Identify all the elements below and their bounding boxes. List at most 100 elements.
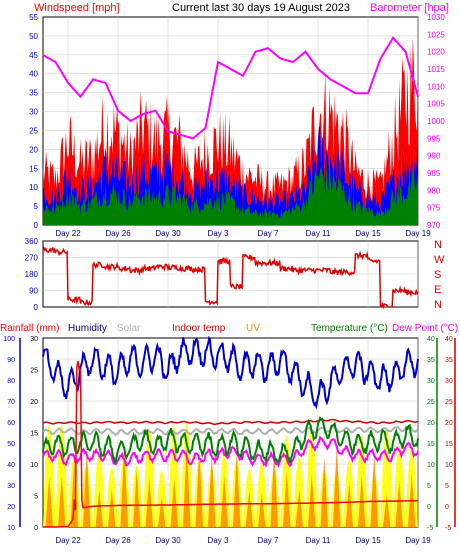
temp-legend: Rainfall (mm) Humidity Solar Indoor temp UV T…	[0, 323, 458, 334]
temp-y-tick-label: 35	[427, 357, 435, 364]
temp-y-tick-label: 25	[427, 399, 435, 406]
barometer-y-tick-label: 1000	[427, 117, 445, 126]
wind-y-tick-label: 25	[29, 126, 38, 135]
temp-y-tick-label: -5	[427, 525, 433, 532]
uv-daily-area	[295, 489, 303, 527]
temp-y-tick-label: 20	[427, 420, 435, 427]
temp-series	[42, 335, 419, 528]
uv-daily-area	[320, 456, 328, 527]
uv-daily-area	[345, 482, 353, 527]
dew-y-tick-label: 30	[445, 378, 453, 385]
uv-daily-area	[45, 476, 53, 527]
uv-daily-area	[220, 474, 228, 527]
temp-y-ticks: 102030405060708090100051015202530-505101…	[3, 336, 456, 532]
dew-y-tick-label: 15	[445, 441, 453, 448]
wind-y-tick-label: 10	[29, 183, 38, 192]
humidity-line	[42, 335, 419, 410]
direction-series	[42, 246, 419, 310]
humidity-y-tick-label: 60	[7, 420, 15, 427]
uv-daily-area	[245, 490, 253, 527]
barometer-y-tick-label: 1030	[427, 13, 445, 22]
wind-series	[42, 36, 419, 225]
uv-daily-area	[270, 446, 278, 527]
barometer-y-tick-label: 1020	[427, 48, 445, 57]
compass-label: W	[434, 254, 445, 266]
legend-item: UV	[246, 323, 260, 334]
wind-x-tick-label: Day 26	[105, 229, 131, 238]
wind-x-tick-label: Day 3	[208, 229, 229, 238]
wind-y-tick-label: 0	[34, 221, 39, 230]
direction-line	[42, 246, 419, 310]
temp-x-tick-label: Day 15	[355, 536, 381, 545]
barometer-y-tick-label: 985	[427, 169, 441, 178]
uv-daily-area	[195, 448, 203, 527]
barometer-y-tick-label: 1010	[427, 82, 445, 91]
dew-y-tick-label: 40	[445, 336, 453, 343]
temp-x-tick-label: Day 19	[405, 536, 431, 545]
uv-daily-area	[183, 444, 191, 527]
solar-line	[42, 425, 419, 437]
uv-daily-area	[145, 477, 153, 527]
barometer-y-tick-label: 1025	[427, 30, 445, 39]
uv-daily-area	[333, 444, 341, 527]
rain-y-tick-label: 5	[34, 494, 38, 501]
humidity-y-tick-label: 50	[7, 441, 15, 448]
barometer-y-tick-label: 980	[427, 186, 441, 195]
barometer-y-tick-label: 1005	[427, 100, 445, 109]
legend-item: Dew Point (°C)	[392, 323, 458, 334]
indoor-temp-line	[42, 418, 419, 426]
solar-daily-area	[43, 424, 56, 527]
temp-y-tick-label: 40	[427, 336, 435, 343]
rain-y-tick-label: 20	[30, 399, 38, 406]
humidity-y-tick-label: 80	[7, 378, 15, 385]
temp-x-tick-label: Day 11	[306, 536, 331, 545]
dew-y-tick-label: -5	[445, 525, 451, 532]
temp-x-tick-label: Day 22	[55, 536, 81, 545]
wind-y-tick-label: 30	[29, 108, 38, 117]
humidity-y-tick-label: 10	[7, 525, 15, 532]
uv-daily-area	[308, 474, 316, 527]
humidity-y-tick-label: 40	[7, 462, 15, 469]
rain-y-tick-label: 15	[30, 431, 38, 438]
wind-x-tick-label: Day 15	[355, 229, 381, 238]
wind-y-tick-label: 45	[29, 51, 38, 60]
humidity-y-tick-label: 100	[3, 336, 15, 343]
uv-daily-area	[133, 470, 141, 527]
uv-daily-area	[283, 471, 291, 527]
rain-y-tick-label: 30	[30, 336, 38, 343]
temp-y-tick-label: 0	[427, 504, 431, 511]
temp-x-tick-label: Day 26	[105, 536, 131, 545]
uv-daily-area	[370, 452, 378, 527]
rain-y-tick-label: 0	[34, 525, 38, 532]
direction-y-tick-label: 270	[25, 254, 39, 263]
low-wind-area	[43, 160, 418, 225]
wind-x-tick-label: Day 11	[306, 229, 331, 238]
humidity-y-tick-label: 70	[7, 399, 15, 406]
compass-label: E	[434, 284, 441, 296]
temperature-line	[42, 415, 419, 465]
barometer-y-tick-label: 990	[427, 152, 441, 161]
humidity-y-tick-label: 20	[7, 504, 15, 511]
humidity-y-tick-label: 30	[7, 483, 15, 490]
barometer-y-tick-label: 970	[427, 221, 441, 230]
dew-y-tick-label: 5	[445, 483, 449, 490]
temp-x-tick-label: Day 30	[155, 536, 181, 545]
legend-item: Temperature (°C)	[311, 323, 388, 334]
dew-y-tick-label: 0	[445, 504, 449, 511]
solar-daily-area	[93, 453, 106, 527]
legend-item: Rainfall (mm)	[0, 323, 59, 334]
wind-y-tick-label: 50	[29, 32, 38, 41]
wind-x-tick-label: Day 22	[55, 229, 81, 238]
dew-point-line	[42, 435, 419, 468]
uv-daily-area	[108, 489, 116, 527]
legend-item: Solar	[117, 323, 141, 334]
dew-y-tick-label: 10	[445, 462, 453, 469]
wind-y-tick-label: 35	[29, 89, 38, 98]
wind-x-tick-label: Day 7	[258, 229, 279, 238]
uv-daily-area	[233, 452, 241, 527]
wind-y-tick-label: 40	[29, 70, 38, 79]
barometer-y-tick-label: 995	[427, 134, 441, 143]
